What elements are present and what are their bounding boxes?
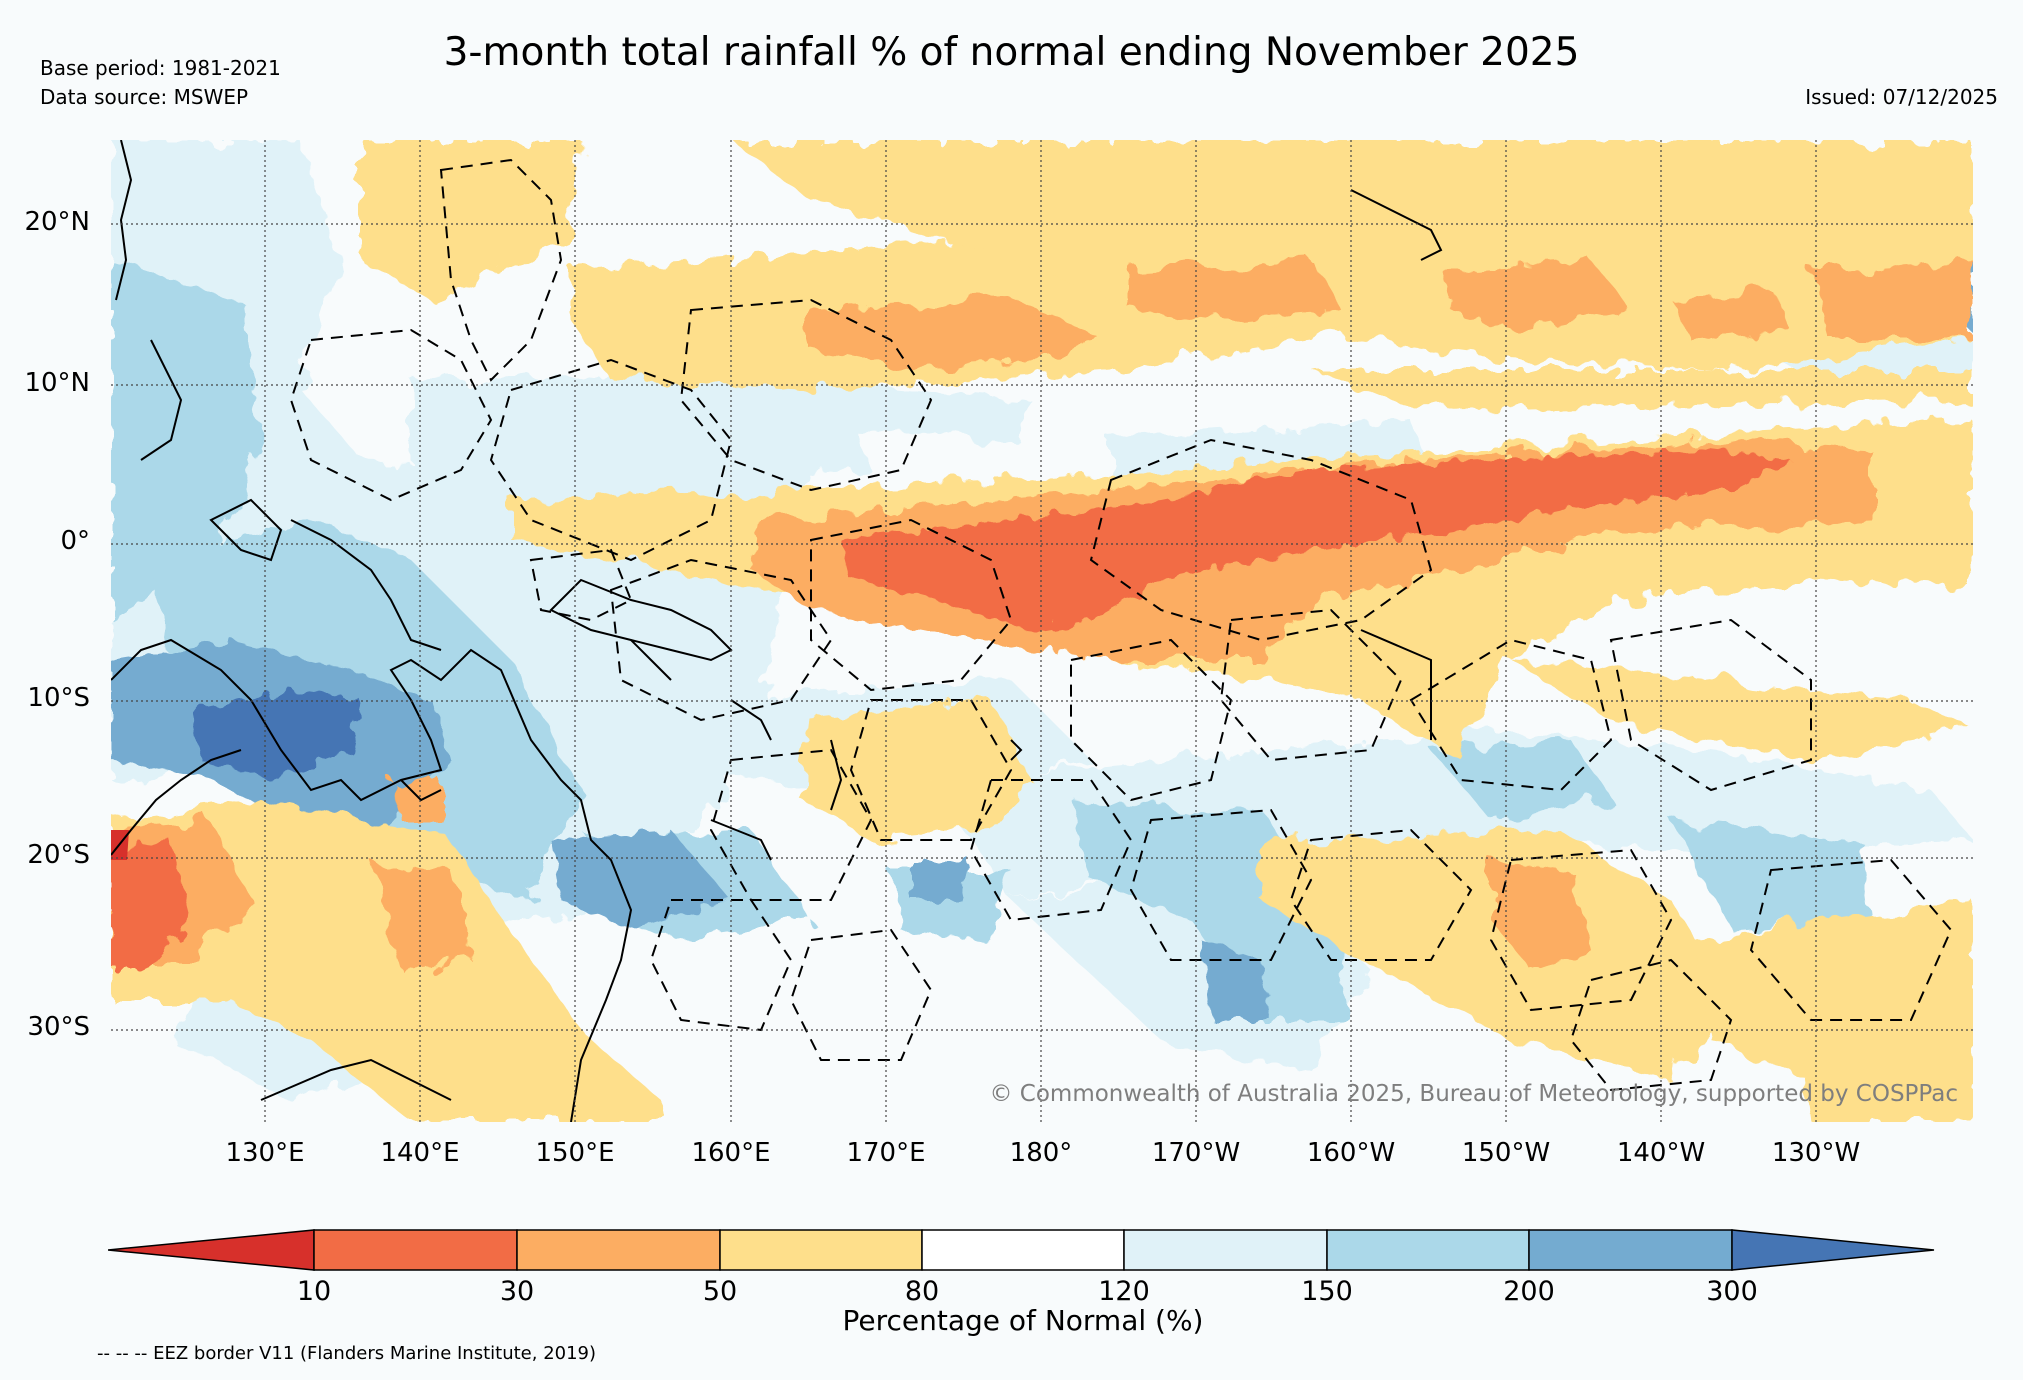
lat-label-30s: 30°S [27, 1012, 90, 1042]
colorbar-swatch-3 [719, 1229, 923, 1271]
colorbar-tick-200: 200 [1503, 1276, 1555, 1307]
colorbar-tick-10: 10 [296, 1276, 332, 1307]
colorbar-swatch-5 [1123, 1229, 1328, 1271]
lon-label-170e: 170°E [846, 1138, 926, 1168]
graticule [111, 140, 1973, 1122]
wet-anomaly-extreme [191, 690, 361, 780]
lat-label-eq: 0° [60, 526, 90, 556]
colorbar-tick-300: 300 [1706, 1276, 1758, 1307]
colorbar [107, 1226, 1938, 1274]
rainfall-map-svg [111, 140, 1973, 1122]
colorbar-swatch-7 [1528, 1229, 1733, 1271]
copyright-notice: © Commonwealth of Australia 2025, Bureau… [989, 1081, 1958, 1107]
lon-label-150w: 150°W [1461, 1138, 1551, 1168]
lon-label-150e: 150°E [535, 1138, 615, 1168]
colorbar-tick-80: 80 [904, 1276, 940, 1307]
lon-label-160w: 160°W [1306, 1138, 1396, 1168]
colorbar-svg [107, 1229, 1935, 1271]
data-source: Data source: MSWEP [40, 85, 249, 109]
colorbar-tick-150: 150 [1301, 1276, 1353, 1307]
colorbar-tick-50: 50 [702, 1276, 738, 1307]
colorbar-swatch-2 [516, 1229, 721, 1271]
eez-borders [289, 158, 1953, 1092]
lat-label-20n: 20°N [24, 207, 90, 237]
lon-label-160e: 160°E [691, 1138, 771, 1168]
colorbar-tick-30: 30 [499, 1276, 535, 1307]
lat-label-20s: 20°S [27, 840, 90, 870]
lon-label-130e: 130°E [225, 1138, 305, 1168]
lon-label-170w: 170°W [1151, 1138, 1241, 1168]
colorbar-title: Percentage of Normal (%) [842, 1304, 1204, 1337]
lat-label-10n: 10°N [24, 368, 90, 398]
lon-label-130w: 130°W [1771, 1138, 1861, 1168]
lon-label-140e: 140°E [380, 1138, 460, 1168]
colorbar-swatch-0 [107, 1229, 315, 1271]
lat-label-10s: 10°S [27, 683, 90, 713]
base-period: Base period: 1981-2021 [40, 56, 281, 80]
lon-label-180: 180° [1009, 1138, 1073, 1168]
colorbar-swatch-4 [921, 1229, 1125, 1271]
map-title: 3-month total rainfall % of normal endin… [443, 30, 1580, 75]
colorbar-swatch-8 [1731, 1229, 1935, 1271]
colorbar-swatch-1 [313, 1229, 518, 1271]
eez-footnote: -- -- -- EEZ border V11 (Flanders Marine… [97, 1343, 597, 1364]
colorbar-swatch-6 [1326, 1229, 1530, 1271]
coastlines [111, 140, 1443, 1122]
colorbar-tick-120: 120 [1098, 1276, 1150, 1307]
rainfall-map [111, 140, 1973, 1122]
lon-label-140w: 140°W [1616, 1138, 1706, 1168]
issued-date: Issued: 07/12/2025 [1805, 85, 1998, 109]
dry-anomaly-strong [111, 450, 1791, 970]
